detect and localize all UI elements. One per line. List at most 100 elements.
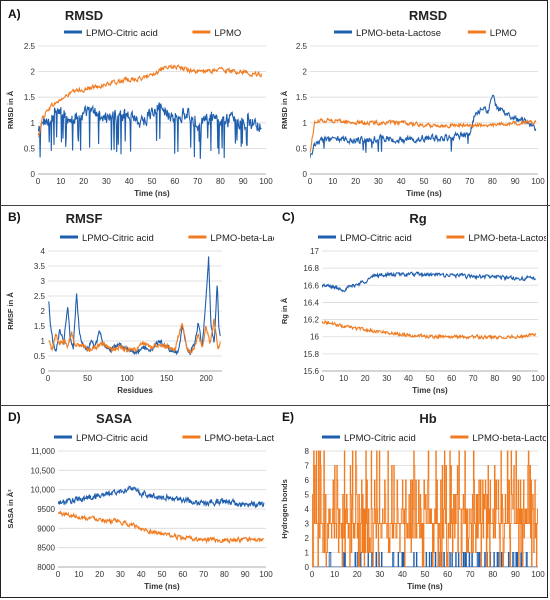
x-tick-label: 100	[531, 374, 545, 383]
y-tick-label: 16.4	[303, 298, 319, 307]
y-tick-label: 16	[310, 333, 319, 342]
y-axis-label: RMSD in Å	[280, 90, 289, 129]
chart-rmsd-citric: A) RMSD LPMO-Citric acid LPMO 0 0.5 1 1.5 2 2.5 0 1…	[6, 7, 273, 198]
y-tick-label: 1.5	[296, 93, 308, 102]
x-tick-label: 80	[490, 374, 499, 383]
legend-label: LPMO	[214, 28, 241, 39]
x-tick-label: 0	[308, 177, 313, 186]
x-tick-label: 80	[488, 570, 497, 579]
x-tick-label: 10	[339, 374, 348, 383]
chart-rg: C) Rg LPMO-Citric acid LPMO-beta-Lactose 15.…	[280, 210, 546, 395]
y-tick-label: 1	[31, 119, 36, 128]
x-tick-label: 70	[469, 374, 478, 383]
panel-label: A)	[8, 7, 21, 21]
x-tick-label: 30	[374, 177, 383, 186]
y-tick-label: 2	[303, 68, 308, 77]
x-tick-label: 90	[239, 177, 248, 186]
x-tick-label: 100	[531, 177, 545, 186]
legend-label: LPMO-Citric acid	[344, 433, 416, 444]
y-tick-label: 15.8	[303, 350, 319, 359]
y-tick-label: 17	[310, 247, 319, 256]
y-tick-label: 10,500	[31, 466, 56, 475]
x-tick-label: 30	[375, 570, 384, 579]
y-tick-label: 4	[41, 247, 46, 256]
x-tick-label: 10	[330, 570, 339, 579]
y-tick-label: 16.2	[303, 316, 319, 325]
x-tick-label: 100	[531, 570, 545, 579]
y-tick-label: 9500	[37, 505, 55, 514]
y-tick-label: 2	[305, 534, 310, 543]
x-tick-label: 200	[200, 374, 214, 383]
x-tick-label: 20	[95, 570, 104, 579]
y-tick-label: 0.5	[296, 144, 308, 153]
x-tick-label: 50	[158, 570, 167, 579]
x-tick-label: 10	[56, 177, 65, 186]
series-line-blue	[312, 552, 538, 567]
x-axis-label: Time (ns)	[407, 582, 443, 591]
x-tick-label: 30	[102, 177, 111, 186]
x-tick-label: 50	[148, 177, 157, 186]
x-tick-label: 80	[216, 177, 225, 186]
series-line-blue	[38, 102, 262, 159]
series-line-blue	[310, 94, 537, 158]
x-tick-label: 90	[511, 570, 520, 579]
x-tick-label: 60	[170, 177, 179, 186]
x-tick-label: 40	[397, 177, 406, 186]
x-tick-label: 90	[512, 374, 521, 383]
x-tick-label: 80	[220, 570, 229, 579]
x-tick-label: 60	[443, 570, 452, 579]
y-axis-label: RMSF in Å	[6, 292, 15, 330]
x-tick-label: 80	[488, 177, 497, 186]
series-line-orange	[58, 510, 265, 545]
y-tick-label: 6	[305, 476, 310, 485]
series-line-orange	[310, 117, 537, 154]
series-line-orange	[48, 318, 221, 355]
series-line-orange	[312, 450, 538, 567]
x-tick-label: 50	[421, 570, 430, 579]
legend-label: LPMO-beta-Lactose	[204, 433, 274, 444]
chart-title: RMSD	[65, 8, 103, 23]
x-tick-label: 40	[398, 570, 407, 579]
y-tick-label: 4	[305, 505, 310, 514]
y-tick-label: 1	[305, 549, 310, 558]
x-axis-label: Time (ns)	[134, 189, 170, 198]
y-tick-label: 1.5	[24, 93, 36, 102]
legend-label: LPMO-beta-Lactose	[356, 28, 441, 39]
x-tick-label: 30	[116, 570, 125, 579]
y-tick-label: 10,000	[31, 486, 56, 495]
series-line-blue	[48, 256, 221, 356]
chart-title: Hb	[419, 411, 436, 426]
series-line-orange	[322, 320, 537, 341]
y-tick-label: 2.5	[34, 292, 46, 301]
series-line-blue	[58, 485, 265, 509]
chart-rmsf: B) RMSF LPMO-Citric acid LPMO-beta-Lactose 0…	[6, 210, 274, 395]
panel-label: E)	[282, 410, 294, 424]
x-tick-label: 50	[426, 374, 435, 383]
chart-sasa: D) SASA LPMO-Citric acid LPMO-beta-Lactose 8…	[6, 410, 274, 591]
row-separator-1	[0, 205, 550, 206]
series-line-orange	[38, 63, 262, 138]
x-tick-label: 100	[259, 570, 273, 579]
y-tick-label: 2	[41, 307, 46, 316]
x-tick-label: 0	[56, 570, 61, 579]
chart-title: Rg	[409, 211, 426, 226]
y-axis-label: Hydrogen bonds	[280, 479, 289, 539]
y-tick-label: 0	[305, 563, 310, 572]
panel-label: D)	[8, 410, 21, 424]
chart-rmsd-lactose: RMSD LPMO-beta-Lactose LPMO 0 0.5 1 1.5 2 2.5 0 10…	[280, 8, 545, 198]
y-tick-label: 2.5	[296, 42, 308, 51]
x-tick-label: 20	[361, 374, 370, 383]
y-tick-label: 0	[41, 367, 46, 376]
y-tick-label: 16.6	[303, 281, 319, 290]
x-tick-label: 70	[199, 570, 208, 579]
x-axis-label: Time (ns)	[412, 386, 448, 395]
x-tick-label: 40	[404, 374, 413, 383]
x-tick-label: 150	[160, 374, 174, 383]
x-axis-label: Time (ns)	[406, 189, 442, 198]
x-tick-label: 100	[120, 374, 134, 383]
x-tick-label: 70	[193, 177, 202, 186]
x-tick-label: 10	[74, 570, 83, 579]
y-tick-label: 16.8	[303, 264, 319, 273]
x-tick-label: 100	[259, 177, 273, 186]
